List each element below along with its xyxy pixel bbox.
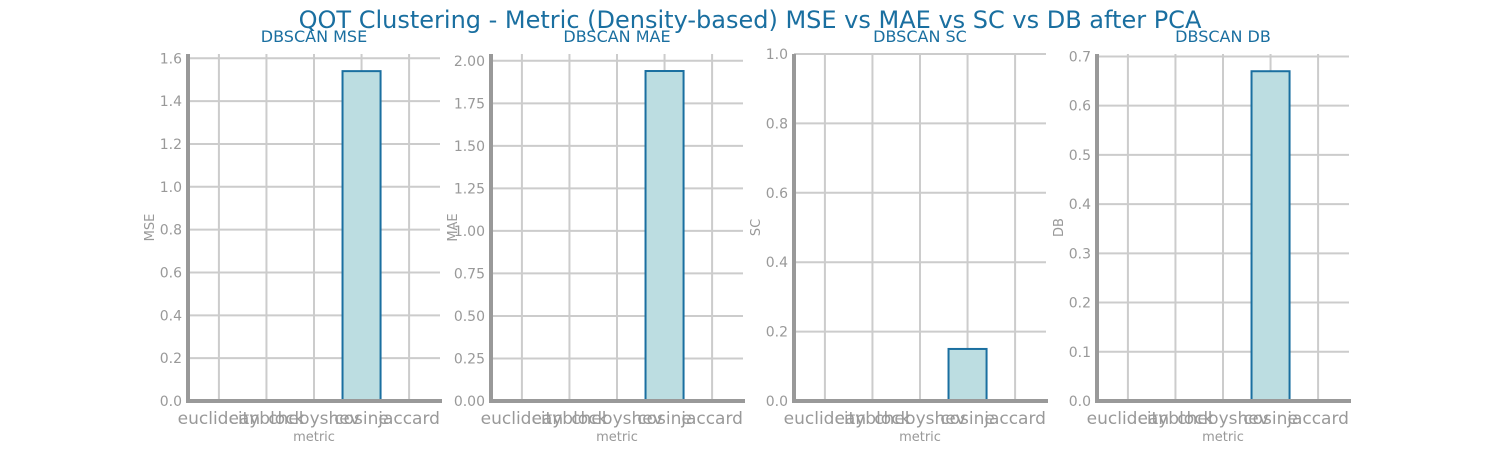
y-tick-label: 0.00 xyxy=(454,394,485,410)
y-tick-label: 2.00 xyxy=(454,54,485,70)
bar-cosine xyxy=(947,347,988,403)
y-tick-label: 1.25 xyxy=(454,181,485,197)
x-tick-label: cityblock xyxy=(1137,409,1213,429)
y-tick-label: 0.2 xyxy=(1069,296,1091,312)
x-tick-label: cityblock xyxy=(228,409,304,429)
bar-cosine xyxy=(341,70,382,402)
x-tick-label: cosine xyxy=(940,409,995,429)
chart-panel-sc: 0.0 0.2 0.4 0.6 0.8 1.0 euclideancityblockcheb… xyxy=(749,27,1048,445)
bar-cosine xyxy=(644,70,685,403)
x-tick-label: jaccard xyxy=(680,409,743,429)
y-axis-label: MSE xyxy=(143,214,158,242)
x-tick-label: cosine xyxy=(637,409,692,429)
x-tick-label: euclidean xyxy=(481,409,563,429)
y-tick-label: 0.6 xyxy=(766,186,788,202)
x-tick-label: cityblock xyxy=(834,409,910,429)
y-tick-label: 0.1 xyxy=(1069,345,1091,361)
y-tick-label: 0.6 xyxy=(1069,99,1091,115)
y-tick-label: 1.6 xyxy=(160,51,182,67)
x-tick-label: jaccard xyxy=(983,409,1046,429)
x-tick-label: chebyshev xyxy=(1177,409,1269,429)
figure-suptitle: QOT Clustering - Metric (Density-based) … xyxy=(299,6,1202,34)
y-tick-label: 0.75 xyxy=(454,266,485,282)
y-tick-label: 1.4 xyxy=(160,94,182,110)
y-tick-label: 0.8 xyxy=(160,223,182,239)
y-tick-label: 1.75 xyxy=(454,96,485,112)
x-tick-label: euclidean xyxy=(178,409,260,429)
y-tick-label: 0.5 xyxy=(1069,148,1091,164)
y-tick-label: 0.8 xyxy=(766,116,788,132)
y-tick-label: 0.4 xyxy=(160,308,182,324)
y-axis-label: MAE xyxy=(446,213,461,241)
x-tick-label: jaccard xyxy=(377,409,440,429)
chart-panel-db: 0.0 0.1 0.2 0.3 0.4 0.5 0.6 0.7 euclideancityblo… xyxy=(1052,27,1351,445)
y-tick-label: 0.3 xyxy=(1069,246,1091,262)
y-tick-label: 0.7 xyxy=(1069,49,1091,65)
y-tick-label: 0.50 xyxy=(454,309,485,325)
y-tick-label: 0.0 xyxy=(1069,394,1091,410)
y-tick-label: 0.6 xyxy=(160,265,182,281)
y-tick-label: 0.2 xyxy=(160,351,182,367)
subplot-title: DBSCAN MSE xyxy=(261,27,367,46)
x-tick-label: euclidean xyxy=(784,409,866,429)
y-tick-label: 0.4 xyxy=(1069,197,1091,213)
subplot-title: DBSCAN DB xyxy=(1175,27,1271,46)
x-tick-label: euclidean xyxy=(1087,409,1169,429)
x-tick-label: chebyshev xyxy=(268,409,360,429)
x-axis-label: metric xyxy=(596,430,638,445)
x-axis-label: metric xyxy=(1202,430,1244,445)
subplot-title: DBSCAN SC xyxy=(873,27,967,46)
bar-cosine xyxy=(1250,70,1291,402)
y-axis-label: SC xyxy=(749,219,764,236)
x-tick-label: cosine xyxy=(334,409,389,429)
y-axis-label: DB xyxy=(1052,218,1067,237)
subplot-title: DBSCAN MAE xyxy=(563,27,670,46)
y-tick-label: 0.0 xyxy=(766,394,788,410)
chart-panels: 0.00.20.40.60.81.01.21.41.6euclideancity… xyxy=(143,27,1351,445)
x-tick-label: chebyshev xyxy=(874,409,966,429)
y-tick-label: 1.0 xyxy=(766,47,788,63)
chart-panel-mse: 0.0 0.2 0.4 0.6 0.8 1.0 1.2 1.4 1.6 euclideancity… xyxy=(143,27,442,445)
x-tick-label: cosine xyxy=(1243,409,1298,429)
y-tick-label: 0.0 xyxy=(160,394,182,410)
y-tick-label: 0.25 xyxy=(454,351,485,367)
y-tick-label: 0.2 xyxy=(766,325,788,341)
x-axis-label: metric xyxy=(293,430,335,445)
x-tick-label: chebyshev xyxy=(571,409,663,429)
y-tick-label: 1.2 xyxy=(160,137,182,153)
x-tick-label: cityblock xyxy=(531,409,607,429)
y-tick-label: 1.00 xyxy=(454,224,485,240)
y-tick-label: 1.0 xyxy=(160,180,182,196)
chart-panel-mae: 0.00 0.25 0.50 0.75 1.00 1.25 1.50 1.75 2.00 eucl… xyxy=(446,27,745,445)
y-tick-label: 0.4 xyxy=(766,255,788,271)
x-tick-label: jaccard xyxy=(1286,409,1349,429)
x-axis-label: metric xyxy=(899,430,941,445)
y-tick-label: 1.50 xyxy=(454,139,485,155)
